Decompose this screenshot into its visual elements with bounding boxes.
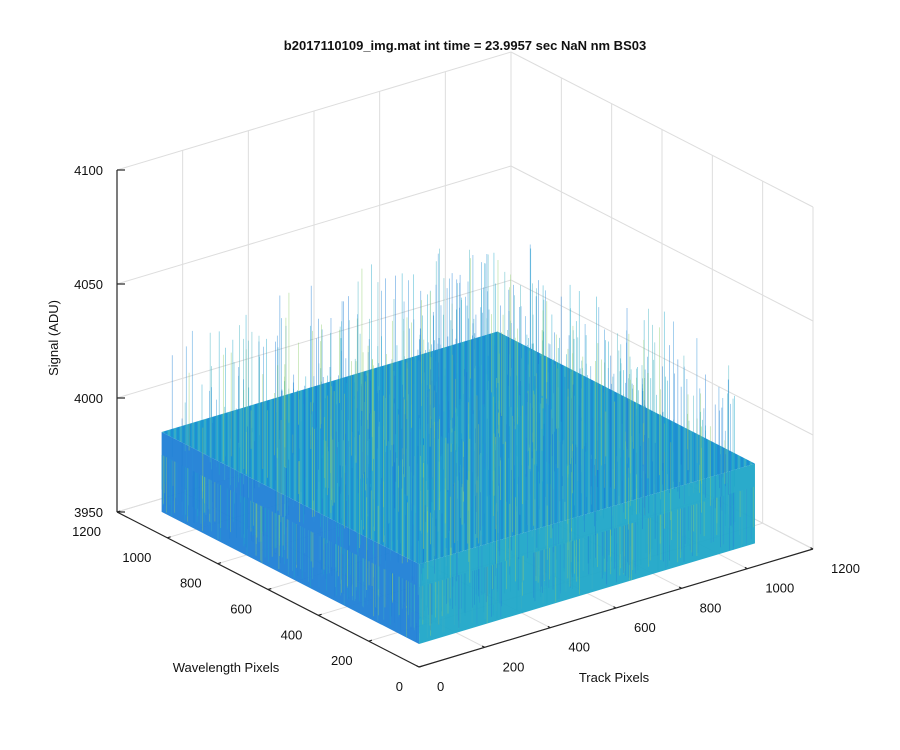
x-axis-label: Track Pixels bbox=[579, 670, 650, 685]
x-tick-label: 800 bbox=[700, 600, 722, 615]
x-tick-label: 1200 bbox=[831, 561, 860, 576]
y-tick bbox=[418, 665, 423, 668]
y-tick bbox=[267, 587, 272, 591]
x-tick bbox=[744, 566, 748, 570]
z-tick-label: 3950 bbox=[74, 505, 103, 520]
surface-plot bbox=[161, 244, 755, 644]
x-tick bbox=[613, 606, 617, 609]
y-axis-label: Wavelength Pixels bbox=[173, 660, 280, 675]
y-tick-label: 600 bbox=[230, 602, 252, 617]
x-tick-label: 400 bbox=[568, 640, 590, 655]
z-tick-label: 4100 bbox=[74, 163, 103, 178]
y-tick-label: 800 bbox=[180, 576, 202, 591]
x-tick-label: 1000 bbox=[765, 581, 794, 596]
chart-title: b2017110109_img.mat int time = 23.9957 s… bbox=[284, 38, 646, 53]
y-tick-label: 0 bbox=[396, 679, 403, 694]
y-tick bbox=[167, 536, 171, 539]
x-tick bbox=[678, 586, 682, 589]
y-tick bbox=[368, 639, 373, 642]
axes-lines bbox=[116, 169, 814, 668]
z-tick-label: 4050 bbox=[74, 277, 103, 292]
z-tick-label: 4000 bbox=[74, 391, 103, 406]
y-tick bbox=[116, 510, 121, 513]
x-tick bbox=[481, 645, 485, 648]
y-tick bbox=[217, 562, 222, 565]
x-tick-label: 200 bbox=[503, 659, 525, 674]
tick-labels: 3950 4000 4050 4100 0 200 400 600 800 1000 1200 0 20… bbox=[72, 163, 860, 694]
y-tick-label: 200 bbox=[331, 653, 353, 668]
y-tick-label: 400 bbox=[281, 627, 303, 642]
x-tick bbox=[416, 665, 420, 668]
y-tick bbox=[318, 613, 322, 616]
y-tick-label: 1200 bbox=[72, 524, 101, 539]
x-tick bbox=[810, 547, 814, 550]
x-tick bbox=[547, 625, 551, 629]
x-tick-label: 600 bbox=[634, 620, 656, 635]
y-tick-label: 1000 bbox=[122, 550, 151, 565]
x-tick-label: 0 bbox=[437, 679, 444, 694]
z-axis-label: Signal (ADU) bbox=[46, 300, 61, 376]
